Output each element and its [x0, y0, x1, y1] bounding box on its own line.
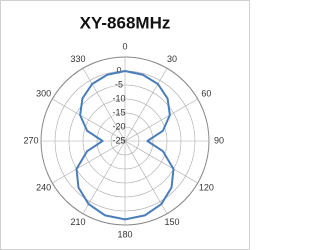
grid-spoke	[124, 68, 168, 142]
angle-tick-label: 330	[70, 54, 85, 64]
radial-tick-label: -5	[115, 79, 123, 89]
grid-spoke	[52, 98, 126, 142]
grid-spoke	[82, 140, 126, 214]
chart: XY-868MHz 0 30 60 90 120 150 180 210 240 270 300 33…	[0, 0, 250, 250]
grid-spoke	[82, 68, 126, 142]
angle-tick-label: 30	[167, 54, 177, 64]
angle-tick-label: 120	[199, 182, 214, 192]
grid-spoke	[124, 140, 168, 214]
grid-spoke	[52, 140, 126, 184]
angle-tick-label: 0	[122, 41, 127, 51]
angle-tick-label: 210	[70, 217, 85, 227]
radial-tick-label: 0	[116, 65, 121, 75]
radial-tick-label: -10	[112, 93, 125, 103]
radial-tick-label: -20	[112, 121, 125, 131]
radial-tick-label: -15	[112, 107, 125, 117]
grid-spoke	[124, 98, 198, 142]
angle-tick-label: 90	[214, 135, 224, 145]
angle-tick-label: 60	[201, 88, 211, 98]
radial-tick-label: -25	[112, 135, 125, 145]
chart-title: XY-868MHz	[80, 13, 171, 32]
grid-spoke	[124, 140, 198, 184]
angle-tick-label: 270	[23, 135, 38, 145]
angle-tick-label: 180	[117, 229, 132, 239]
pattern-line	[75, 70, 175, 221]
angle-tick-label: 300	[36, 88, 51, 98]
angle-tick-label: 150	[164, 217, 179, 227]
angle-tick-label: 240	[36, 182, 51, 192]
